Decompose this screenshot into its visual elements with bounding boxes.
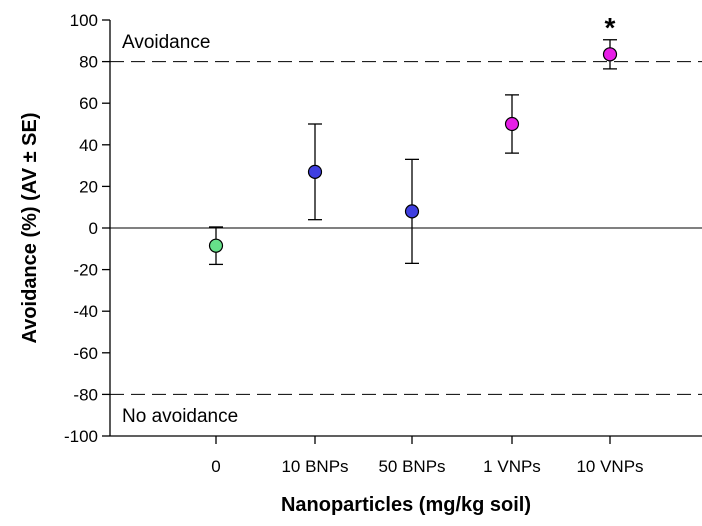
y-tick-label-neg20: -20 xyxy=(73,261,98,280)
y-tick-label-100: 100 xyxy=(70,11,98,30)
data-points: * xyxy=(208,12,618,266)
y-tick-label-40: 40 xyxy=(79,136,98,155)
x-tick-labels: 0 10 BNPs 50 BNPs 1 VNPs 10 VNPs xyxy=(211,436,644,476)
x-tick-label-1-vnps: 1 VNPs xyxy=(483,457,541,476)
x-tick-label-10-bnps: 10 BNPs xyxy=(281,457,348,476)
x-tick-label-10-vnps: 10 VNPs xyxy=(576,457,643,476)
y-tick-label-neg100: -100 xyxy=(64,427,98,446)
annotation-no-avoidance: No avoidance xyxy=(122,406,238,427)
y-tick-label-20: 20 xyxy=(79,177,98,196)
y-axis-title: Avoidance (%) (AV ± SE) xyxy=(19,112,41,343)
y-tick-label-80: 80 xyxy=(79,53,98,72)
significance-marker-4: * xyxy=(605,12,616,43)
data-point-2 xyxy=(404,204,420,219)
y-tick-label-neg60: -60 xyxy=(73,344,98,363)
x-axis-title: Nanoparticles (mg/kg soil) xyxy=(281,494,531,516)
x-tick-label-0: 0 xyxy=(211,457,220,476)
y-tick-label-neg80: -80 xyxy=(73,385,98,404)
data-point-1 xyxy=(307,164,323,179)
y-ticks: -100 -80 -60 -40 -20 0 20 40 60 80 100 xyxy=(64,11,110,446)
y-tick-label-0: 0 xyxy=(89,219,98,238)
data-point-0 xyxy=(208,238,224,253)
y-tick-label-neg40: -40 xyxy=(73,302,98,321)
data-point-3 xyxy=(504,116,520,132)
data-point-4 xyxy=(602,47,618,62)
annotation-avoidance: Avoidance xyxy=(122,32,210,53)
x-tick-label-50-bnps: 50 BNPs xyxy=(378,457,445,476)
reference-lines xyxy=(110,61,702,395)
y-tick-label-60: 60 xyxy=(79,94,98,113)
